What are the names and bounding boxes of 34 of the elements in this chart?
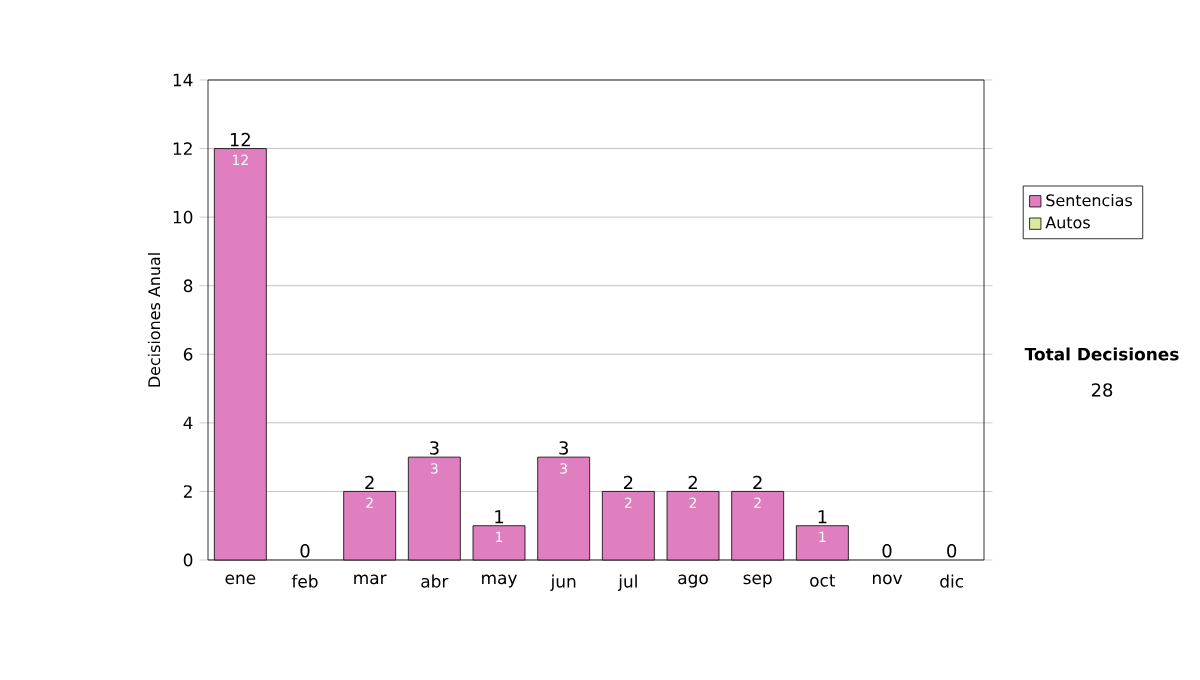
x-tick-label: dic	[940, 574, 963, 588]
total-label: 2	[688, 475, 697, 490]
total-label: 0	[300, 544, 310, 558]
total-label: 0	[882, 544, 892, 558]
y-tick-label: 10	[173, 210, 193, 224]
total-label: 3	[559, 441, 568, 455]
y-tick-label: 8	[183, 279, 193, 293]
y-tick-label: 2	[183, 485, 192, 498]
total-label: 1	[495, 510, 504, 524]
total-label: 3	[430, 441, 439, 455]
y-tick-label: 6	[183, 347, 193, 361]
x-tick-label: jul	[617, 574, 637, 591]
y-tick-label: 0	[183, 553, 193, 567]
x-tick-label: mar	[354, 574, 387, 585]
x-tick-label: nov	[872, 574, 903, 585]
text: Total Decisiones	[1024, 347, 1179, 361]
text: 28	[1091, 383, 1113, 397]
x-tick-label: ago	[678, 574, 708, 588]
total-label: 12	[230, 132, 250, 147]
total-label: 2	[365, 475, 374, 490]
total-label: 0	[947, 544, 957, 558]
x-tick-label: feb	[291, 574, 318, 588]
total-label: 2	[623, 475, 633, 490]
total-label: 2	[753, 475, 762, 490]
x-tick-label: may	[482, 574, 517, 588]
y-tick-label: 14	[173, 73, 193, 87]
x-tick-label: sep	[743, 574, 772, 588]
y-tick-label: 4	[183, 416, 193, 430]
x-tick-label: abr	[421, 574, 449, 588]
y-tick-label: 12	[173, 142, 192, 155]
total-label: 1	[818, 510, 827, 524]
x-tick-label: oct	[810, 574, 836, 587]
x-tick-label: jun	[550, 574, 576, 591]
x-tick-label: ene	[225, 574, 256, 585]
